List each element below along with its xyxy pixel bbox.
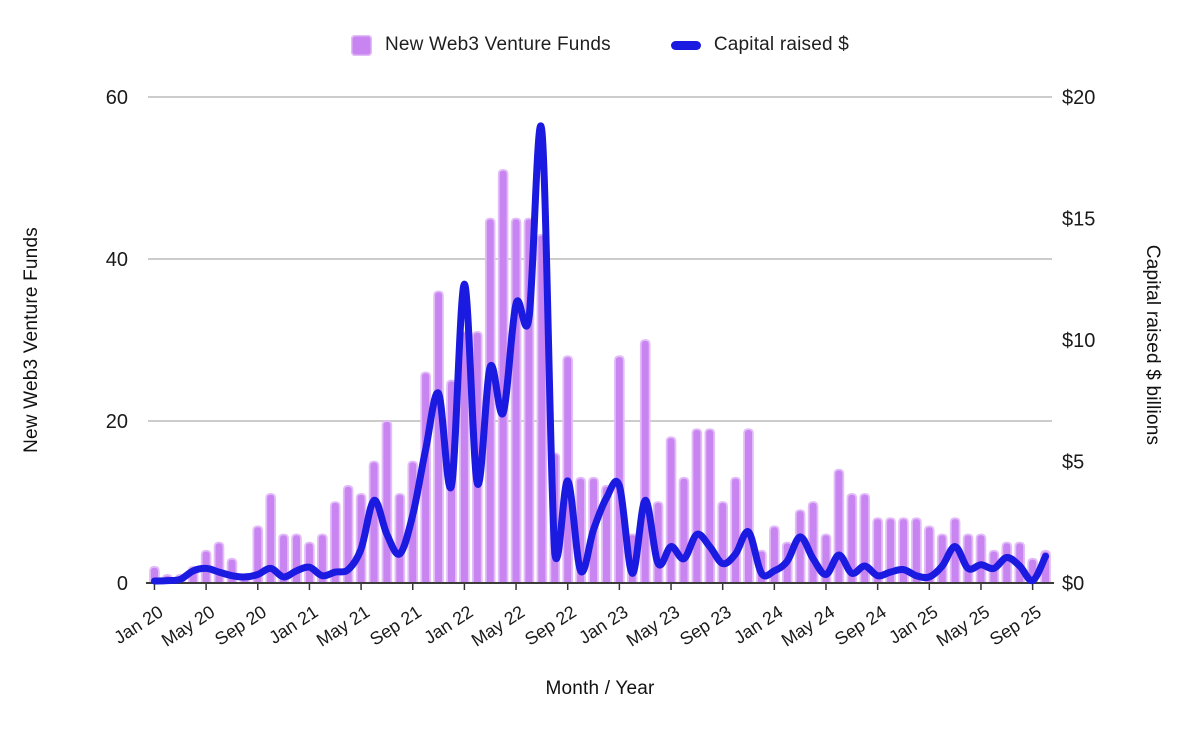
bar-Sep-20 — [252, 525, 264, 584]
bar-Jan-21 — [304, 541, 315, 584]
right-axis-tick-label: $5 — [1062, 452, 1084, 474]
bar-Jul-24 — [846, 493, 858, 584]
left-axis-tick-label: 40 — [106, 249, 128, 271]
funds-swatch-icon — [350, 34, 372, 56]
bar-Mar-25 — [949, 517, 961, 584]
x-axis-title: Month / Year — [545, 678, 655, 699]
bar-Oct-23 — [730, 476, 741, 584]
x-tick-label: Jan 22 — [420, 602, 476, 648]
bar-Mar-22 — [484, 217, 496, 584]
bar-Apr-24 — [807, 501, 819, 584]
bar-Mar-23 — [639, 339, 651, 584]
bar-Aug-21 — [394, 493, 406, 584]
right-axis-tick-label: $0 — [1062, 573, 1084, 595]
x-tick-label: Jan 23 — [575, 602, 631, 648]
x-tick-label: May 24 — [778, 602, 838, 651]
bar-Jul-21 — [381, 420, 393, 584]
bar-Nov-20 — [278, 533, 289, 584]
bar-Oct-20 — [265, 493, 276, 584]
bar-Jul-23 — [691, 428, 703, 584]
capital-raised-line — [150, 122, 1050, 585]
bar-Jun-21 — [368, 460, 380, 584]
x-tick-label: Sep 23 — [676, 602, 735, 650]
bar-Dec-24 — [911, 517, 922, 584]
legend-funds-label: New Web3 Venture Funds — [384, 34, 611, 55]
bar-May-22 — [510, 217, 522, 584]
right-axis-tick-label: $15 — [1062, 209, 1095, 231]
left-axis-tick-label: 0 — [117, 573, 128, 595]
bar-Jun-23 — [678, 476, 690, 584]
x-tick-label: May 20 — [158, 602, 218, 651]
x-tick-label: Jan 20 — [110, 602, 166, 648]
bar-Oct-24 — [885, 517, 896, 584]
right-axis-tick-label: $10 — [1062, 330, 1095, 352]
x-tick-label: Sep 24 — [831, 602, 890, 650]
x-tick-label: Jan 25 — [885, 602, 941, 648]
left-axis-tick-label: 60 — [106, 87, 128, 109]
x-tick-label: Jan 21 — [265, 602, 321, 648]
capital-line-swatch-icon — [670, 40, 701, 50]
bar-Aug-23 — [704, 428, 716, 584]
bar-Sep-22 — [562, 355, 574, 584]
legend: New Web3 Venture Funds Capital raised $ — [0, 34, 1200, 56]
right-axis-tick-label: $20 — [1062, 87, 1095, 109]
bar-Nov-23 — [743, 428, 754, 584]
left-axis-tick-label: 20 — [106, 411, 128, 433]
right-axis-title: Capital raised $ billions — [1142, 244, 1163, 446]
x-tick-label: Sep 22 — [521, 602, 580, 650]
x-tick-label: May 21 — [313, 602, 373, 651]
bar-Aug-24 — [859, 493, 871, 584]
legend-item-capital: Capital raised $ — [670, 34, 850, 56]
x-tick-label: Jan 24 — [730, 602, 786, 648]
bar-Apr-22 — [497, 169, 509, 584]
bar-Nov-21 — [433, 290, 444, 584]
bar-Mar-24 — [794, 509, 806, 584]
bar-Jun-24 — [833, 468, 845, 584]
bar-Apr-21 — [342, 484, 354, 584]
x-tick-label: Sep 20 — [211, 602, 270, 650]
bar-Mar-21 — [329, 501, 341, 584]
x-tick-label: May 25 — [933, 602, 993, 651]
legend-capital-label: Capital raised $ — [713, 34, 850, 55]
bar-Jun-20 — [213, 541, 225, 584]
bar-Sep-23 — [717, 501, 728, 584]
legend-item-funds: New Web3 Venture Funds — [350, 34, 611, 56]
bar-Jul-25 — [1001, 541, 1013, 584]
bar-May-25 — [975, 533, 987, 584]
x-tick-label: May 22 — [468, 602, 528, 651]
bar-Sep-24 — [872, 517, 883, 584]
left-axis-title: New Web3 Venture Funds — [21, 227, 42, 453]
bar-Jan-23 — [614, 355, 625, 584]
x-tick-label: May 23 — [623, 602, 683, 651]
bar-Jan-25 — [924, 525, 935, 584]
x-tick-label: Sep 25 — [986, 602, 1045, 650]
bar-May-23 — [665, 436, 677, 584]
x-tick-label: Sep 21 — [366, 602, 425, 650]
